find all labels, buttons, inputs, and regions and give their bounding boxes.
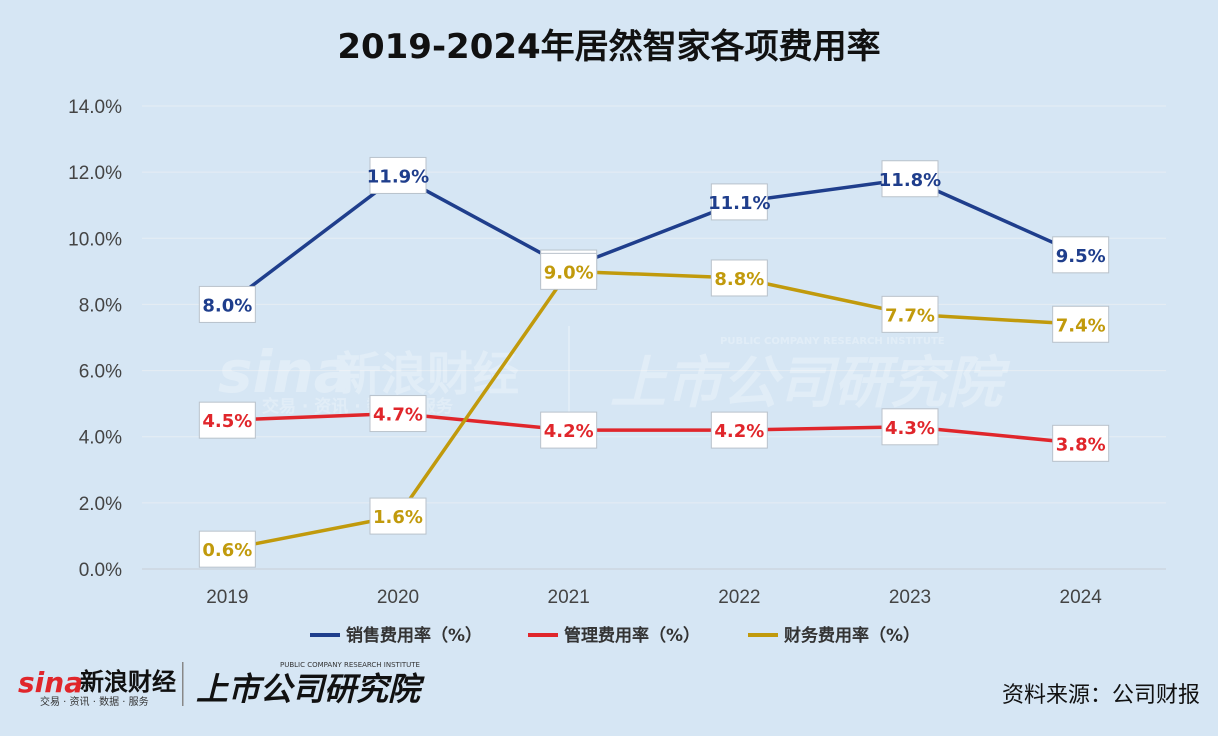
x-tick-label: 2019 bbox=[206, 587, 248, 608]
data-label-box bbox=[540, 411, 598, 449]
data-label: 4.5% bbox=[198, 401, 256, 439]
data-label-box bbox=[369, 395, 427, 433]
data-label-text: 8.8% bbox=[714, 269, 764, 290]
data-label: 4.3% bbox=[881, 408, 939, 446]
source-note: 资料来源：公司财报 bbox=[1002, 683, 1200, 708]
data-labels: 8.0%11.9%9.1%11.1%11.8%9.5%4.5%4.7%4.2%4… bbox=[198, 156, 1110, 568]
watermark: sina 新浪财经 交易 · 资讯 · 数据 · 服务 上市公司研究院 PUBL… bbox=[218, 326, 1011, 418]
y-tick-label: 8.0% bbox=[79, 295, 122, 316]
data-label: 9.5% bbox=[1052, 236, 1110, 274]
y-tick-label: 12.0% bbox=[68, 163, 122, 184]
data-label: 0.6% bbox=[198, 530, 256, 568]
data-label-box bbox=[198, 401, 256, 439]
footer-brand: sina 新浪财经 交易 · 资讯 · 数据 · 服务 上市公司研究院 PUBL… bbox=[18, 661, 425, 708]
data-label-text: 11.9% bbox=[367, 166, 429, 187]
chart-title: 2019-2024年居然智家各项费用率 bbox=[337, 27, 880, 67]
sina-brand-name: 新浪财经 bbox=[80, 668, 176, 696]
data-label: 1.6% bbox=[369, 497, 427, 535]
data-label: 4.7% bbox=[369, 395, 427, 433]
data-label-box bbox=[881, 160, 939, 198]
data-label-box bbox=[710, 183, 768, 221]
y-tick-label: 0.0% bbox=[79, 560, 122, 581]
data-label-box bbox=[198, 285, 256, 323]
data-label-text: 0.6% bbox=[202, 540, 252, 561]
data-label-text: 4.3% bbox=[885, 418, 935, 439]
series-line bbox=[227, 411, 1081, 446]
y-tick-label: 6.0% bbox=[79, 362, 122, 383]
data-label-box bbox=[1052, 236, 1110, 274]
legend-item: 管理费用率（%） bbox=[528, 625, 700, 646]
legend-label: 财务费用率（%） bbox=[783, 625, 920, 646]
data-label-text: 4.7% bbox=[373, 405, 423, 426]
data-label: 7.7% bbox=[881, 295, 939, 333]
data-label-text: 9.0% bbox=[544, 262, 594, 283]
data-label-text: 7.7% bbox=[885, 305, 935, 326]
data-label-box bbox=[881, 295, 939, 333]
data-label-text: 1.6% bbox=[373, 507, 423, 528]
data-label: 8.0% bbox=[198, 285, 256, 323]
x-tick-label: 2024 bbox=[1060, 587, 1103, 608]
x-tick-label: 2021 bbox=[548, 587, 590, 608]
data-label: 11.9% bbox=[367, 156, 429, 194]
data-label: 8.8% bbox=[710, 259, 768, 297]
data-label-text: 3.8% bbox=[1056, 434, 1106, 455]
data-label: 3.8% bbox=[1052, 424, 1110, 462]
data-label-box bbox=[710, 411, 768, 449]
watermark-institute-en: PUBLIC COMPANY RESEARCH INSTITUTE bbox=[720, 336, 945, 347]
data-label-text: 4.2% bbox=[714, 421, 764, 442]
data-label-box bbox=[369, 156, 427, 194]
data-label-box bbox=[1052, 424, 1110, 462]
legend-item: 财务费用率（%） bbox=[748, 625, 920, 646]
data-label-box bbox=[710, 259, 768, 297]
y-tick-label: 14.0% bbox=[68, 97, 122, 118]
data-label-box bbox=[1052, 305, 1110, 343]
watermark-divider bbox=[568, 326, 570, 418]
data-label-text: 7.4% bbox=[1056, 315, 1106, 336]
data-label: 4.2% bbox=[540, 411, 598, 449]
sina-logo: sina bbox=[18, 666, 83, 699]
legend: 销售费用率（%） 管理费用率（%） 财务费用率（%） bbox=[310, 625, 920, 646]
watermark-brand: 新浪财经 bbox=[335, 347, 519, 401]
x-tick-label: 2020 bbox=[377, 587, 419, 608]
y-axis: 0.0% 2.0% 4.0% 6.0% 8.0% 10.0% 12.0% 14.0% bbox=[68, 97, 122, 581]
data-label: 4.2% bbox=[710, 411, 768, 449]
sina-tagline: 交易 · 资讯 · 数据 · 服务 bbox=[40, 695, 149, 708]
footer-divider bbox=[182, 662, 184, 706]
x-axis: 2019 2020 2021 2022 2023 2024 bbox=[206, 587, 1102, 608]
data-label-box bbox=[540, 252, 598, 290]
data-label-text: 8.0% bbox=[202, 295, 252, 316]
data-label: 9.0% bbox=[540, 252, 598, 290]
data-label-text: 11.1% bbox=[708, 193, 770, 214]
x-tick-label: 2022 bbox=[718, 587, 760, 608]
data-label: 11.1% bbox=[708, 183, 771, 221]
y-tick-label: 4.0% bbox=[79, 428, 122, 449]
legend-item: 销售费用率（%） bbox=[310, 625, 482, 646]
legend-label: 管理费用率（%） bbox=[564, 625, 700, 646]
data-label: 11.8% bbox=[879, 160, 941, 198]
data-label-box bbox=[369, 497, 427, 535]
data-label-box bbox=[881, 408, 939, 446]
series-line bbox=[226, 173, 1082, 306]
y-tick-label: 2.0% bbox=[79, 494, 122, 515]
data-label-text: 11.8% bbox=[879, 170, 941, 191]
data-label-text: 4.5% bbox=[202, 411, 252, 432]
institute-en: PUBLIC COMPANY RESEARCH INSTITUTE bbox=[280, 661, 420, 669]
data-label-text: 4.2% bbox=[544, 421, 594, 442]
data-label-box bbox=[198, 530, 256, 568]
watermark-sina: sina bbox=[218, 338, 353, 406]
legend-label: 销售费用率（%） bbox=[346, 625, 482, 646]
watermark-institute: 上市公司研究院 bbox=[610, 351, 1011, 416]
data-label: 7.4% bbox=[1052, 305, 1110, 343]
institute-logo: 上市公司研究院 bbox=[196, 670, 425, 708]
data-label-text: 9.5% bbox=[1056, 246, 1106, 267]
y-tick-label: 10.0% bbox=[68, 229, 122, 250]
x-tick-label: 2023 bbox=[889, 587, 931, 608]
